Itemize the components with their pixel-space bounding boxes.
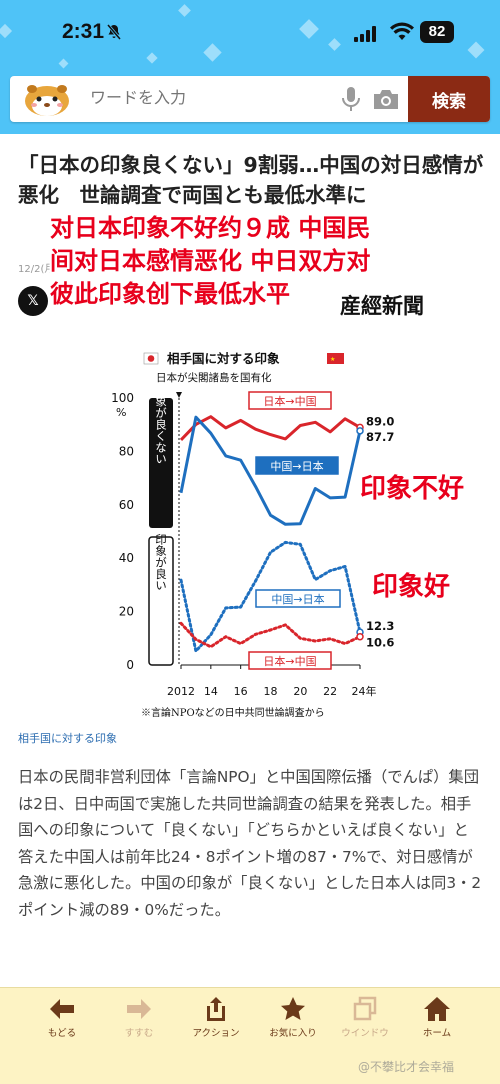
browser-header: 2:31 82 xyxy=(0,0,500,134)
data-label: 12.3 xyxy=(366,619,394,633)
y-tick-label: 20 xyxy=(119,605,134,619)
chart-series xyxy=(179,415,364,653)
nav-window-button[interactable]: ウインドウ xyxy=(330,996,400,1046)
overlay-caption: 对日本印象不好约９成 中国民间对日本感情恶化 中日双方对彼此印象创下最低水平 xyxy=(50,214,371,308)
event-marker-arrow xyxy=(176,392,182,398)
wifi-icon xyxy=(390,22,414,42)
nav-label: ホーム xyxy=(422,1028,452,1039)
status-bar: 2:31 82 xyxy=(0,18,500,54)
nav-label: ウインドウ xyxy=(341,1028,389,1039)
side-label-good: 印象好 xyxy=(372,572,451,602)
japan-flag-dot xyxy=(147,355,155,362)
chart-axes: 0 20 40 60 80 100% 2012 14 16 18 20 22 24年 xyxy=(111,391,376,698)
y-tick-label: 40 xyxy=(119,551,134,565)
mic-icon[interactable] xyxy=(340,86,362,112)
x-tick-label: 16 xyxy=(234,685,248,698)
group-box-bad xyxy=(149,398,173,528)
status-time: 2:31 xyxy=(62,20,105,43)
x-tick-label: 22 xyxy=(323,685,337,698)
series-line xyxy=(179,621,362,649)
series-legend-label: 中国→日本 xyxy=(271,592,324,606)
series-line xyxy=(179,415,361,441)
group-label-good: 印象が良い xyxy=(154,533,168,591)
y-tick-label: 60 xyxy=(119,498,134,512)
x-tick-label: 24年 xyxy=(352,684,377,698)
battery-icon: 82 xyxy=(420,21,454,43)
series-legend-label: 中国→日本 xyxy=(270,459,323,473)
nav-label: もどる xyxy=(47,1028,77,1039)
series-legend-box xyxy=(248,651,332,670)
series-legend-box xyxy=(255,456,339,475)
decor xyxy=(58,58,69,69)
y-tick-label: 100 xyxy=(111,391,134,405)
side-label-bad: 印象不好 xyxy=(360,474,465,504)
x-tick-label: 2012 xyxy=(167,685,195,698)
chart-footnote: ※言論NPOなどの日中共同世論調査から xyxy=(141,706,325,719)
article-headline: 「日本の印象良くない」9割弱…中国の対日感情が悪化 世論調査で両国とも最低水準に xyxy=(18,153,484,207)
series-end-point xyxy=(356,632,364,641)
nav-action-button[interactable]: アクション xyxy=(181,996,251,1046)
decor xyxy=(178,4,191,17)
series-line xyxy=(179,415,362,526)
article-body: 日本の民間非営利団体「言論NPO」と中国国際伝播（でんぱ）集団は2日、日中両国で… xyxy=(18,768,482,919)
home-icon xyxy=(424,997,450,1021)
y-tick-label: 80 xyxy=(119,444,134,458)
data-label: 87.7 xyxy=(366,430,394,444)
group-box-good xyxy=(148,536,174,666)
bell-slash-icon xyxy=(106,24,122,44)
series-line xyxy=(179,540,362,653)
nav-label: すすむ xyxy=(124,1028,154,1039)
signal-icon xyxy=(354,26,380,42)
nav-forward-button[interactable]: すすむ xyxy=(104,996,174,1046)
group-label-bad: 印象が良くない xyxy=(154,384,168,465)
x-tick-label: 14 xyxy=(204,685,218,698)
series-legend-label: 日本→中国 xyxy=(263,654,316,668)
search-button[interactable]: 検索 xyxy=(408,76,490,122)
x-share-icon[interactable]: 𝕏 xyxy=(18,286,48,316)
search-bar: 検索 xyxy=(10,76,490,122)
data-label: 10.6 xyxy=(366,636,394,650)
forward-arrow-icon xyxy=(127,999,151,1019)
x-tick-label: 20 xyxy=(293,685,307,698)
nav-label: お気に入り xyxy=(269,1028,317,1039)
nav-label: アクション xyxy=(192,1028,240,1039)
search-input[interactable] xyxy=(90,88,330,107)
series-legend-box xyxy=(248,391,332,410)
source-logo: 産經新聞 xyxy=(340,293,424,318)
series-legend-label: 日本→中国 xyxy=(263,394,316,408)
nav-favorites-button[interactable]: お気に入り xyxy=(258,996,328,1046)
x-tick-label: 18 xyxy=(264,685,278,698)
back-arrow-icon xyxy=(50,999,74,1019)
camera-icon[interactable] xyxy=(372,86,400,112)
image-caption[interactable]: 相手国に対する印象 xyxy=(18,732,117,745)
share-icon xyxy=(207,997,225,1021)
bottom-toolbar: もどる すすむ アクション お気に入り ウインドウ ホーム xyxy=(0,987,500,1084)
series-end-point xyxy=(356,427,364,435)
data-label: 89.0 xyxy=(366,414,394,428)
article-date: 12/2(月 xyxy=(18,264,55,275)
nav-home-button[interactable]: ホーム xyxy=(402,996,472,1046)
mascot-logo[interactable] xyxy=(20,80,74,118)
china-flag-star: ★ xyxy=(330,356,335,363)
watermark: @不攀比才会幸福 xyxy=(358,1060,455,1074)
chart-title: 相手国に対する印象 xyxy=(167,351,280,366)
y-unit-label: % xyxy=(116,406,126,419)
impression-chart: 相手国に対する印象 ★ 日本が尖閣諸島を国有化 印象が良くない 印象が良い 0 2… xyxy=(111,351,394,719)
y-tick-label: 0 xyxy=(126,658,134,672)
series-legend-box xyxy=(255,589,341,608)
windows-icon xyxy=(353,996,377,1021)
star-icon xyxy=(281,997,305,1020)
china-flag-icon xyxy=(327,353,344,364)
decor xyxy=(146,52,158,64)
nav-back-button[interactable]: もどる xyxy=(27,996,97,1046)
chart-annotation: 日本が尖閣諸島を国有化 xyxy=(156,371,272,384)
